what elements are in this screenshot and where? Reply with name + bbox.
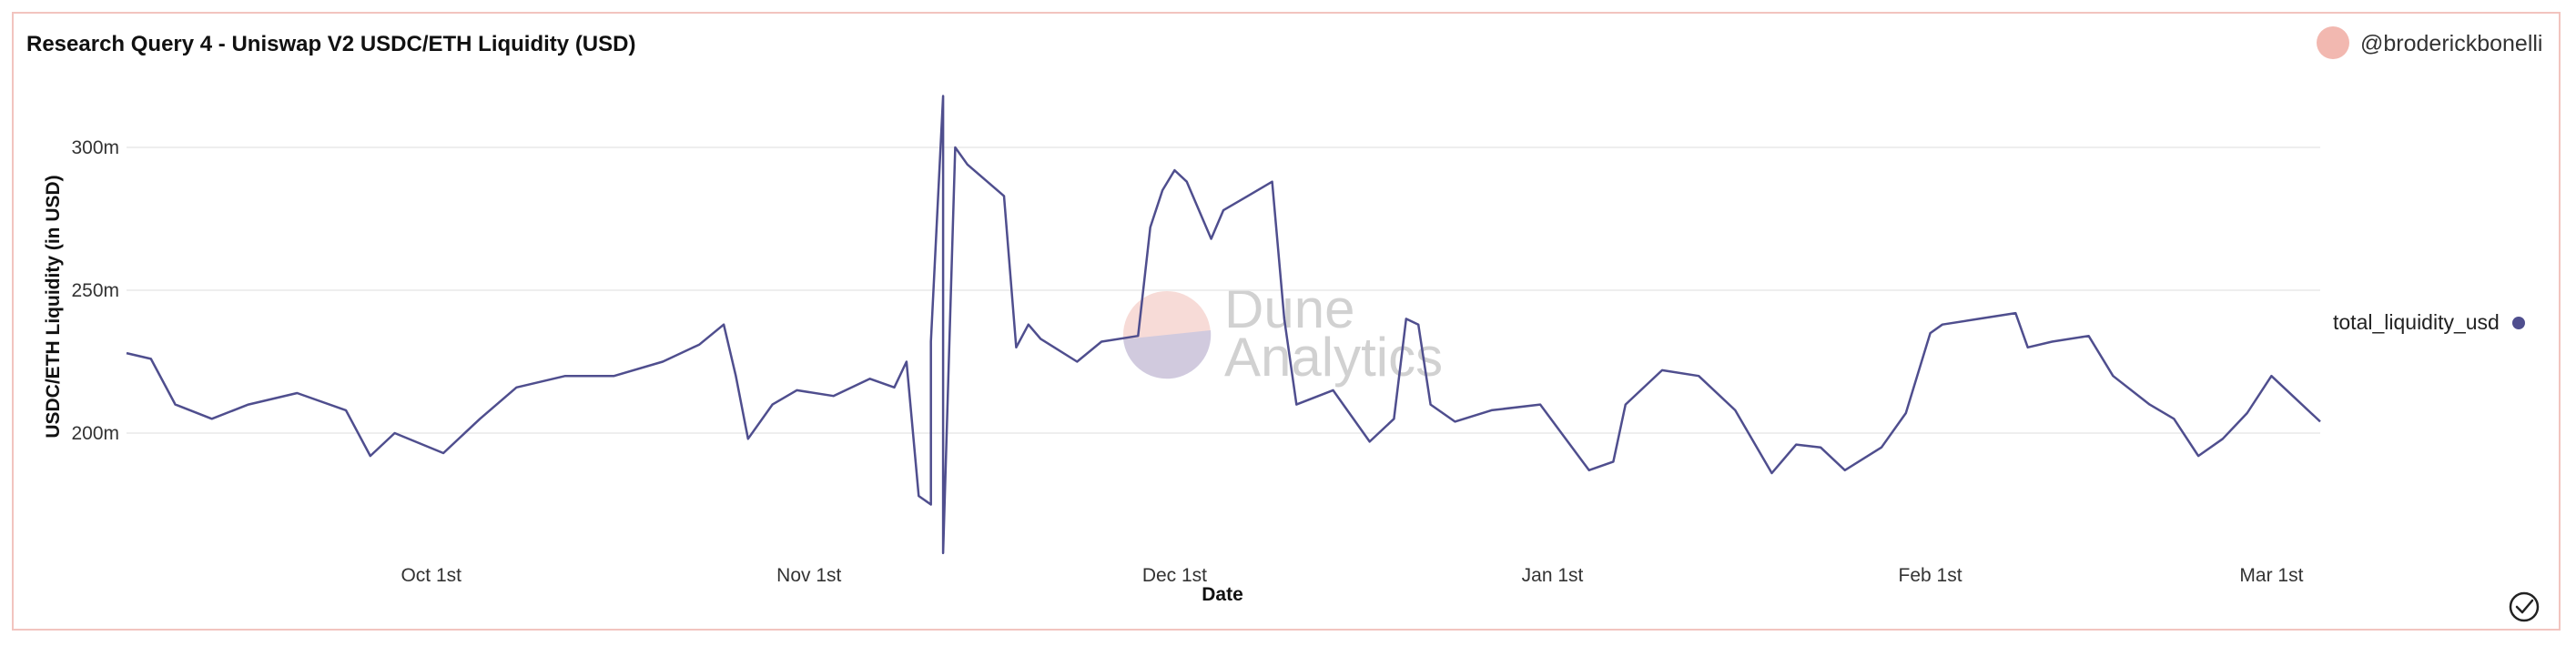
x-tick-label: Jan 1st xyxy=(1522,565,1584,586)
series-line-total-liquidity-usd[interactable] xyxy=(126,95,2321,555)
watermark: Dune Analytics xyxy=(1123,278,1443,388)
watermark-logo-lower-half xyxy=(1123,330,1212,379)
y-axis-ticks: 200m 250m 300m xyxy=(71,137,119,444)
chart-card: Research Query 4 - Uniswap V2 USDC/ETH L… xyxy=(12,12,2561,631)
x-tick-label: Mar 1st xyxy=(2239,565,2303,586)
y-tick-label: 250m xyxy=(71,280,119,301)
x-tick-label: Oct 1st xyxy=(401,565,461,586)
check-circle-icon[interactable] xyxy=(2509,591,2540,622)
legend-marker-icon xyxy=(2512,317,2525,329)
y-tick-label: 300m xyxy=(71,137,119,158)
watermark-line2: Analytics xyxy=(1224,327,1443,388)
y-tick-label: 200m xyxy=(71,423,119,444)
avatar[interactable] xyxy=(2317,26,2349,59)
chart-svg: Research Query 4 - Uniswap V2 USDC/ETH L… xyxy=(26,26,2542,622)
legend-item-label[interactable]: total_liquidity_usd xyxy=(2333,310,2500,334)
gridlines xyxy=(127,146,2320,434)
x-tick-label: Nov 1st xyxy=(776,565,841,586)
x-tick-label: Feb 1st xyxy=(1899,565,1962,586)
legend[interactable]: total_liquidity_usd xyxy=(2333,310,2525,334)
x-axis-label: Date xyxy=(1202,584,1243,605)
chart-title: Research Query 4 - Uniswap V2 USDC/ETH L… xyxy=(26,32,635,56)
watermark-line1: Dune xyxy=(1224,278,1354,339)
x-axis-ticks: Oct 1st Nov 1st Dec 1st Jan 1st Feb 1st Mar 1… xyxy=(401,565,2303,586)
author-handle[interactable]: @broderickbonelli xyxy=(2360,31,2542,56)
x-tick-label: Dec 1st xyxy=(1142,565,1207,586)
y-axis-label: USDC/ETH Liquidity (in USD) xyxy=(43,175,64,438)
